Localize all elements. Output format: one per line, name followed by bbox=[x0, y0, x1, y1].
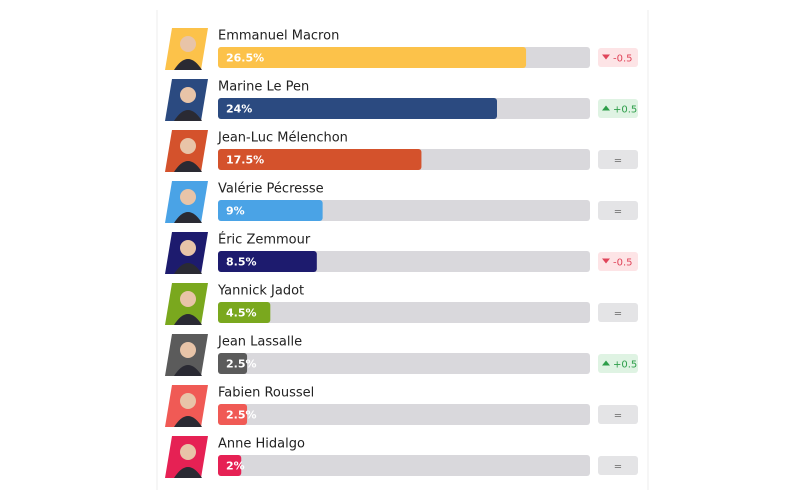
change-label: = bbox=[614, 309, 622, 320]
change-badge bbox=[598, 354, 638, 373]
photo-body bbox=[174, 467, 202, 478]
value-label: 4.5% bbox=[226, 307, 257, 320]
bar-track bbox=[218, 404, 590, 425]
change-badge bbox=[598, 150, 638, 169]
change-badge bbox=[598, 201, 638, 220]
change-badge bbox=[598, 303, 638, 322]
photo-body bbox=[174, 212, 202, 223]
change-arrow bbox=[602, 360, 610, 366]
candidate-name: Valérie Pécresse bbox=[218, 182, 324, 197]
value-label: 2% bbox=[226, 460, 245, 473]
candidate-name: Jean-Luc Mélenchon bbox=[217, 131, 348, 146]
change-arrow bbox=[602, 105, 610, 111]
photo-body bbox=[174, 59, 202, 70]
photo-body bbox=[174, 263, 202, 274]
bar bbox=[218, 47, 527, 68]
bar-track bbox=[218, 353, 590, 374]
change-label: -0.5 bbox=[613, 54, 633, 65]
value-label: 24% bbox=[226, 103, 252, 116]
change-label: = bbox=[614, 207, 622, 218]
change-label: +0.5 bbox=[613, 360, 637, 371]
photo-body bbox=[174, 110, 202, 121]
value-label: 2.5% bbox=[226, 409, 257, 422]
bar bbox=[218, 149, 422, 170]
candidate-name: Yannick Jadot bbox=[217, 284, 304, 299]
candidate-name: Fabien Roussel bbox=[218, 386, 314, 401]
change-label: = bbox=[614, 462, 622, 473]
photo-head bbox=[180, 189, 196, 205]
bar bbox=[218, 455, 242, 476]
bar-track bbox=[218, 302, 590, 323]
photo-head bbox=[180, 291, 196, 307]
change-badge bbox=[598, 456, 638, 475]
photo-head bbox=[180, 36, 196, 52]
photo-head bbox=[180, 393, 196, 409]
value-label: 8.5% bbox=[226, 256, 257, 269]
photo-body bbox=[174, 416, 202, 427]
photo-head bbox=[180, 240, 196, 256]
photo-body bbox=[174, 314, 202, 325]
change-badge bbox=[598, 252, 638, 271]
bar-track bbox=[218, 455, 590, 476]
change-badge bbox=[598, 405, 638, 424]
bar bbox=[218, 251, 317, 272]
bar bbox=[218, 404, 248, 425]
change-label: +0.5 bbox=[613, 105, 637, 116]
change-label: -0.5 bbox=[613, 258, 633, 269]
photo-body bbox=[174, 365, 202, 376]
bar bbox=[218, 200, 323, 221]
candidate-name: Anne Hidalgo bbox=[218, 437, 305, 452]
change-label: = bbox=[614, 156, 622, 167]
candidate-name: Marine Le Pen bbox=[218, 80, 309, 95]
candidate-name: Emmanuel Macron bbox=[218, 29, 339, 44]
bar bbox=[218, 353, 248, 374]
change-label: = bbox=[614, 411, 622, 422]
bar bbox=[218, 302, 271, 323]
photo-head bbox=[180, 444, 196, 460]
change-arrow bbox=[602, 54, 610, 60]
candidate-name: Jean Lassalle bbox=[217, 335, 302, 350]
change-badge bbox=[598, 48, 638, 67]
photo-head bbox=[180, 138, 196, 154]
value-label: 17.5% bbox=[226, 154, 264, 167]
photo-body bbox=[174, 161, 202, 172]
change-badge bbox=[598, 99, 638, 118]
change-arrow bbox=[602, 258, 610, 264]
photo-head bbox=[180, 342, 196, 358]
value-label: 2.5% bbox=[226, 358, 257, 371]
photo-head bbox=[180, 87, 196, 103]
value-label: 26.5% bbox=[226, 52, 264, 65]
bar bbox=[218, 98, 497, 119]
candidate-name: Éric Zemmour bbox=[218, 232, 311, 248]
value-label: 9% bbox=[226, 205, 245, 218]
